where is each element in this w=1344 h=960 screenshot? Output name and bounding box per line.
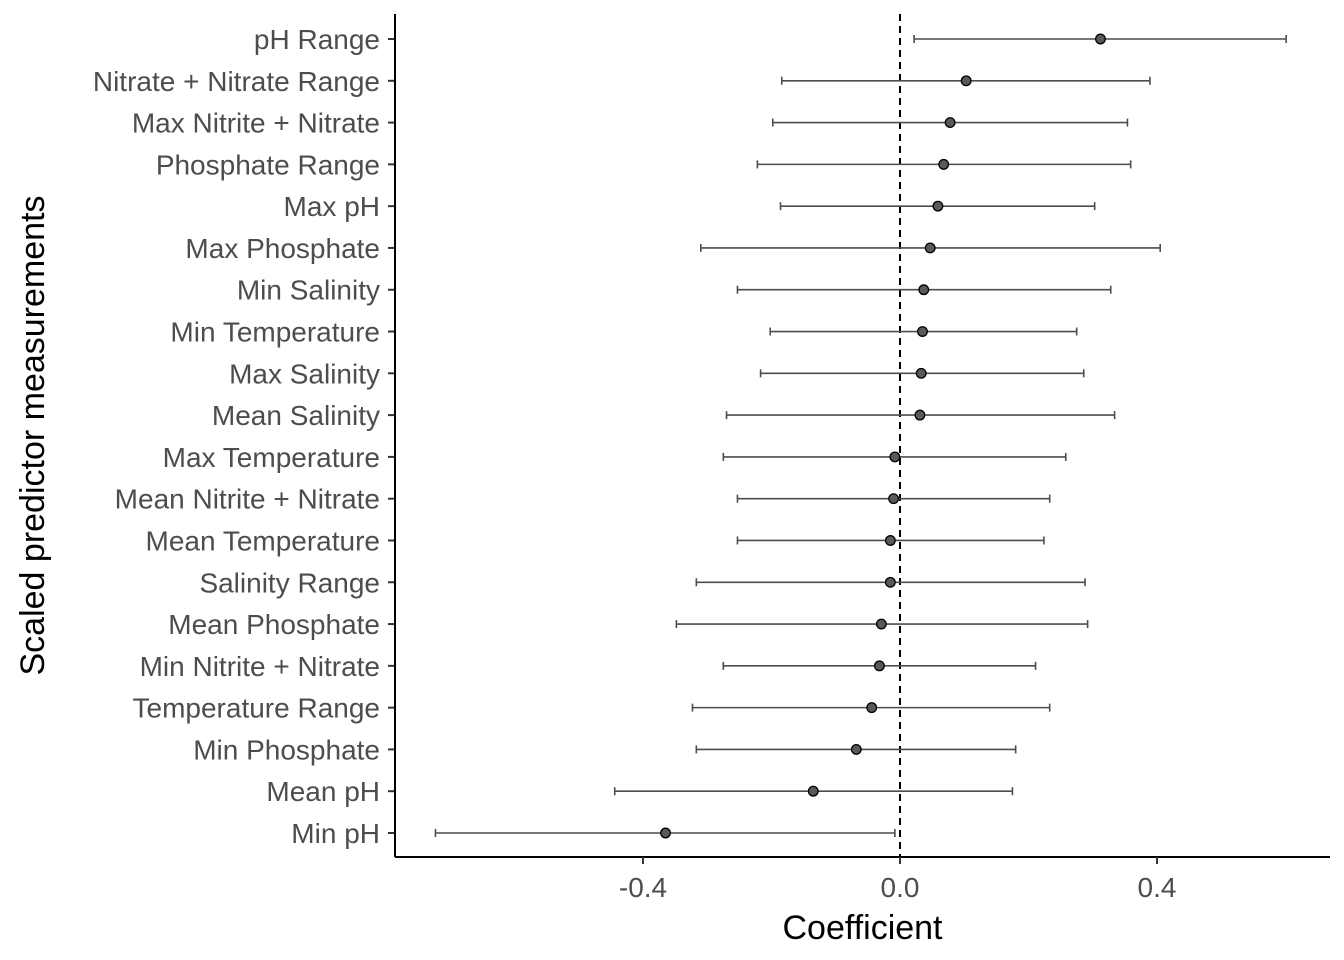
- estimate-point: [1095, 33, 1106, 45]
- estimate-point: [924, 242, 936, 254]
- estimate-point: [850, 743, 862, 755]
- y-tick-label: Min Salinity: [237, 275, 380, 306]
- y-tick-label: Min Phosphate: [193, 734, 380, 765]
- estimate-point: [914, 409, 926, 421]
- estimate-point: [960, 75, 972, 87]
- y-tick-label: Mean Salinity: [212, 400, 380, 431]
- estimate-point: [875, 618, 887, 630]
- estimate-point: [938, 158, 950, 170]
- y-tick-label: Mean Nitrite + Nitrate: [115, 484, 380, 515]
- y-tick-label: Nitrate + Nitrate Range: [93, 66, 380, 97]
- y-tick-label: Salinity Range: [199, 567, 380, 598]
- y-tick-label: Phosphate Range: [156, 149, 380, 180]
- x-tick-label: -0.4: [619, 872, 667, 903]
- y-tick-label: Mean Temperature: [146, 525, 381, 556]
- y-tick-label: pH Range: [254, 24, 380, 55]
- estimate-point: [915, 367, 927, 379]
- y-tick-marks: [388, 38, 395, 834]
- estimate-point: [889, 451, 901, 463]
- x-axis-title: Coefficient: [782, 909, 943, 947]
- x-tick-label: 0.0: [881, 872, 920, 903]
- y-tick-label: Max Salinity: [229, 358, 380, 389]
- estimate-point: [660, 827, 671, 839]
- y-tick-label: Max Nitrite + Nitrate: [132, 108, 380, 139]
- x-ticks: -0.4 0.0 0.4: [619, 857, 1177, 903]
- y-tick-label: Mean Phosphate: [168, 609, 380, 640]
- estimate-point: [932, 200, 944, 212]
- estimate-point: [944, 117, 956, 129]
- y-tick-label: Min Temperature: [170, 317, 380, 348]
- y-tick-label: Mean pH: [266, 776, 380, 807]
- estimate-point: [873, 660, 885, 672]
- y-tick-label: Min Nitrite + Nitrate: [140, 651, 380, 682]
- estimate-point: [918, 284, 930, 296]
- y-tick-label: Max pH: [284, 191, 380, 222]
- y-tick-label: Min pH: [291, 818, 380, 849]
- y-axis-title: Scaled predictor measurements: [14, 195, 52, 675]
- points: [660, 33, 1106, 839]
- estimate-point: [884, 576, 896, 588]
- estimate-point: [917, 326, 928, 337]
- y-tick-label: Max Phosphate: [185, 233, 380, 264]
- x-tick-label: 0.4: [1138, 872, 1177, 903]
- y-tick-label: Max Temperature: [163, 442, 380, 473]
- y-tick-labels: pH Range Nitrate + Nitrate Range Max Nitri…: [93, 24, 380, 849]
- error-bars: [434, 35, 1287, 837]
- estimate-point: [807, 785, 819, 797]
- estimate-point: [884, 535, 896, 546]
- estimate-point: [888, 493, 900, 505]
- y-tick-label: Temperature Range: [133, 693, 380, 724]
- estimate-point: [866, 702, 878, 714]
